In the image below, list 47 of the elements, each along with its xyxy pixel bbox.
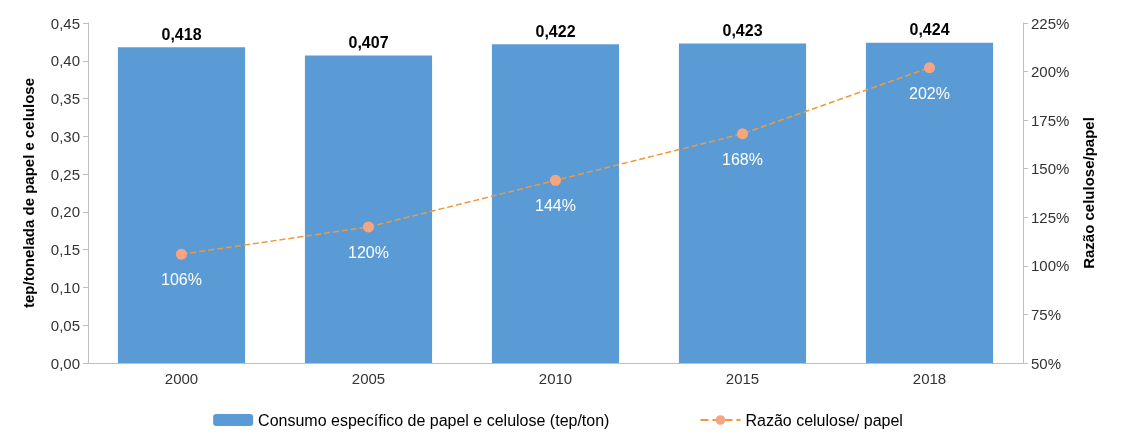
y-tick-label: 0,15: [50, 241, 80, 259]
point: [550, 174, 561, 186]
data-label: 0,407: [348, 33, 389, 51]
bar: [678, 43, 807, 363]
y2-axis-title: Razão celulose/papel: [1080, 117, 1097, 269]
x-tick-label: 2005: [351, 370, 386, 387]
y2-tick-label: 50%: [1031, 354, 1062, 372]
y-axis-title: tep/tonelada de papel e celulose: [20, 77, 37, 309]
y2-tick-label: 225%: [1031, 14, 1070, 32]
legend-label: Razão celulose/ papel: [745, 411, 903, 429]
legend-label: Consumo específico de papel e celulose (tep/ton): [258, 411, 610, 429]
y-tick-label: 0,00: [50, 354, 80, 372]
data-label: 168%: [722, 150, 763, 168]
x-tick-label: 2018: [912, 370, 947, 387]
y-tick-label: 0,25: [50, 165, 80, 183]
y-tick-label: 0,30: [50, 127, 80, 145]
bar: [865, 42, 994, 363]
data-label: 144%: [535, 197, 576, 215]
y-tick-label: 0,45: [50, 14, 80, 32]
bar: [304, 55, 433, 363]
data-label: 202%: [909, 84, 950, 102]
y2-tick-label: 175%: [1031, 111, 1070, 129]
data-label: 106%: [161, 271, 202, 289]
point: [924, 62, 935, 74]
y2-tick-label: 125%: [1031, 208, 1070, 226]
point: [363, 221, 374, 233]
x-tick-label: 2015: [725, 370, 760, 387]
x-tick-label: 2010: [538, 370, 573, 387]
y-tick-label: 0,20: [50, 203, 80, 221]
y-tick-label: 0,10: [50, 278, 80, 296]
point: [737, 128, 748, 140]
y2-tick-label: 150%: [1031, 160, 1070, 178]
y-tick-label: 0,40: [50, 52, 80, 70]
y2-tick-label: 100%: [1031, 257, 1070, 275]
bar: [117, 47, 246, 363]
data-label: 120%: [348, 244, 389, 261]
point: [176, 248, 187, 260]
data-label: 0,424: [909, 21, 950, 39]
data-label: 0,422: [535, 22, 576, 40]
y-tick-label: 0,05: [50, 316, 80, 334]
y2-tick-label: 75%: [1031, 305, 1062, 323]
y-tick-label: 0,35: [50, 90, 80, 108]
data-label: 0,418: [161, 25, 202, 43]
x-tick-label: 2000: [164, 370, 199, 387]
data-label: 0,423: [722, 21, 763, 39]
bar: [491, 44, 620, 363]
y2-tick-label: 200%: [1031, 63, 1070, 81]
